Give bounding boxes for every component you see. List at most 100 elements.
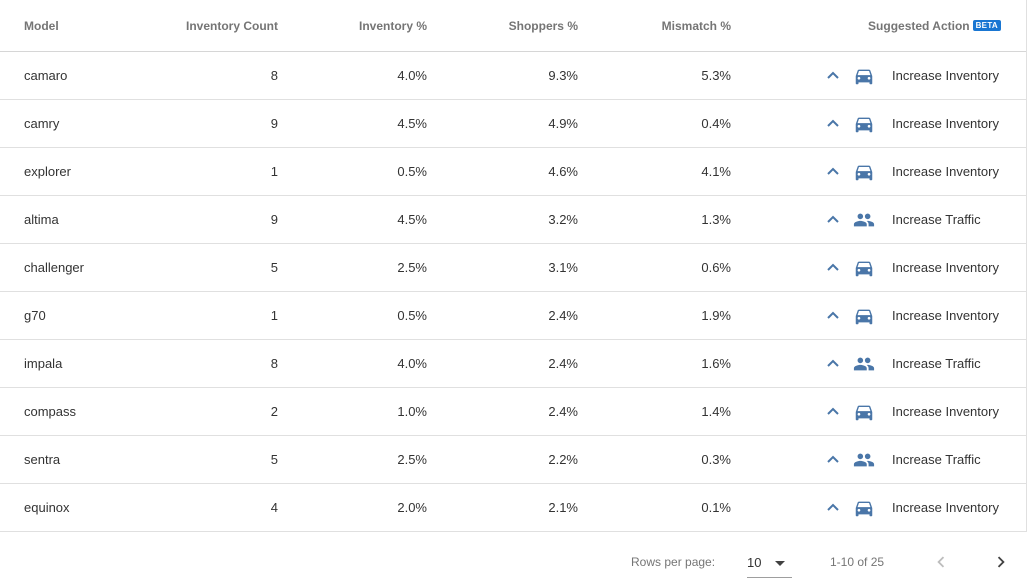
chevron-up-icon — [827, 503, 839, 511]
cell-suggested-action: Increase Traffic — [892, 212, 981, 227]
people-icon — [853, 213, 875, 227]
pagination-range: 1-10 of 25 — [830, 555, 885, 569]
table-row[interactable]: camry 9 4.5% 4.9% 0.4% Increase Inventory — [0, 100, 1026, 148]
cell-shoppers-pct: 2.4% — [548, 308, 578, 323]
rows-per-page-value: 10 — [747, 555, 762, 570]
table-row[interactable]: explorer 1 0.5% 4.6% 4.1% Increase Inventory — [0, 148, 1026, 196]
header-suggested-action[interactable]: Suggested Action BETA — [868, 0, 1001, 51]
rows-per-page-label: Rows per page: — [631, 555, 716, 569]
cell-inventory-pct: 1.0% — [397, 404, 427, 419]
header-shoppers-pct[interactable]: Shoppers % — [508, 18, 578, 33]
cell-model: challenger — [24, 260, 84, 275]
cell-model: equinox — [24, 500, 70, 515]
header-mismatch-pct[interactable]: Mismatch % — [661, 18, 731, 33]
car-icon — [855, 69, 873, 85]
cell-shoppers-pct: 3.1% — [548, 260, 578, 275]
cell-inventory-pct: 2.0% — [397, 500, 427, 515]
cell-shoppers-pct: 4.6% — [548, 164, 578, 179]
chevron-up-icon — [827, 71, 839, 79]
cell-inventory-pct: 0.5% — [397, 164, 427, 179]
cell-shoppers-pct: 2.1% — [548, 500, 578, 515]
chevron-up-icon — [827, 311, 839, 319]
cell-mismatch-pct: 0.6% — [701, 260, 731, 275]
chevron-up-icon — [827, 167, 839, 175]
pagination-footer: Rows per page: 10 1-10 of 25 — [0, 537, 1027, 586]
table-header-row: Model Inventory Count Inventory % Shoppe… — [0, 0, 1026, 52]
cell-mismatch-pct: 4.1% — [701, 164, 731, 179]
people-icon — [853, 453, 875, 467]
cell-mismatch-pct: 1.4% — [701, 404, 731, 419]
cell-inventory-count: 9 — [270, 212, 278, 227]
chevron-up-icon — [827, 263, 839, 271]
cell-inventory-pct: 0.5% — [397, 308, 427, 323]
chevron-up-icon — [827, 455, 839, 463]
cell-mismatch-pct: 1.9% — [701, 308, 731, 323]
header-model[interactable]: Model — [24, 18, 59, 33]
cell-model: sentra — [24, 452, 61, 467]
cell-shoppers-pct: 3.2% — [548, 212, 578, 227]
table-row[interactable]: compass 2 1.0% 2.4% 1.4% Increase Inventory — [0, 388, 1026, 436]
cell-mismatch-pct: 1.6% — [701, 356, 731, 371]
people-icon — [853, 357, 875, 371]
cell-inventory-count: 9 — [270, 116, 278, 131]
cell-inventory-count: 1 — [270, 308, 278, 323]
cell-model: g70 — [24, 308, 46, 323]
chevron-up-icon — [827, 407, 839, 415]
car-icon — [855, 501, 873, 517]
table-row[interactable]: sentra 5 2.5% 2.2% 0.3% Increase Traffic — [0, 436, 1026, 484]
cell-shoppers-pct: 9.3% — [548, 68, 578, 83]
cell-inventory-pct: 4.0% — [397, 68, 427, 83]
cell-inventory-pct: 4.0% — [397, 356, 427, 371]
beta-badge: BETA — [972, 20, 1001, 31]
table-row[interactable]: camaro 8 4.0% 9.3% 5.3% Increase Inventory — [0, 52, 1026, 100]
cell-mismatch-pct: 0.1% — [701, 500, 731, 515]
cell-mismatch-pct: 5.3% — [701, 68, 731, 83]
cell-inventory-count: 1 — [270, 164, 278, 179]
header-inventory-pct[interactable]: Inventory % — [358, 18, 427, 33]
cell-model: camaro — [24, 68, 68, 83]
cell-suggested-action: Increase Inventory — [892, 404, 999, 419]
cell-inventory-count: 4 — [270, 500, 278, 515]
chevron-up-icon — [827, 215, 839, 223]
cell-suggested-action: Increase Inventory — [892, 308, 999, 323]
car-icon — [855, 117, 873, 133]
cell-inventory-count: 5 — [270, 260, 278, 275]
table-row[interactable]: challenger 5 2.5% 3.1% 0.6% Increase Inventor… — [0, 244, 1026, 292]
cell-inventory-pct: 4.5% — [397, 212, 427, 227]
header-inventory-count[interactable]: Inventory Count — [186, 18, 278, 33]
chevron-right-icon[interactable] — [990, 551, 1012, 573]
cell-model: explorer — [24, 164, 71, 179]
cell-shoppers-pct: 2.4% — [548, 356, 578, 371]
chevron-left-icon[interactable] — [930, 551, 952, 573]
cell-mismatch-pct: 0.4% — [701, 116, 731, 131]
table-row[interactable]: altima 9 4.5% 3.2% 1.3% Increase Traffic — [0, 196, 1026, 244]
cell-suggested-action: Increase Inventory — [892, 68, 999, 83]
car-icon — [855, 165, 873, 181]
header-suggested-action-label: Suggested Action — [868, 18, 970, 33]
cell-shoppers-pct: 2.2% — [548, 452, 578, 467]
cell-suggested-action: Increase Inventory — [892, 164, 999, 179]
cell-model: compass — [24, 404, 77, 419]
cell-inventory-pct: 4.5% — [397, 116, 427, 131]
cell-inventory-count: 5 — [270, 452, 278, 467]
cell-mismatch-pct: 1.3% — [701, 212, 731, 227]
car-icon — [855, 405, 873, 421]
rows-per-page-select[interactable]: 10 — [747, 551, 792, 578]
cell-suggested-action: Increase Inventory — [892, 500, 999, 515]
cell-model: impala — [24, 356, 63, 371]
cell-inventory-count: 8 — [270, 356, 278, 371]
cell-suggested-action: Increase Inventory — [892, 116, 999, 131]
chevron-up-icon — [827, 359, 839, 367]
table-row[interactable]: g70 1 0.5% 2.4% 1.9% Increase Inventory — [0, 292, 1026, 340]
table-row[interactable]: impala 8 4.0% 2.4% 1.6% Increase Traffic — [0, 340, 1026, 388]
chevron-up-icon — [827, 119, 839, 127]
cell-inventory-count: 2 — [270, 404, 278, 419]
table-row[interactable]: equinox 4 2.0% 2.1% 0.1% Increase Inventory — [0, 484, 1026, 532]
cell-shoppers-pct: 2.4% — [548, 404, 578, 419]
cell-mismatch-pct: 0.3% — [701, 452, 731, 467]
cell-model: altima — [24, 212, 59, 227]
dropdown-arrow-icon — [775, 561, 785, 566]
cell-inventory-pct: 2.5% — [397, 452, 427, 467]
cell-inventory-count: 8 — [270, 68, 278, 83]
cell-shoppers-pct: 4.9% — [548, 116, 578, 131]
